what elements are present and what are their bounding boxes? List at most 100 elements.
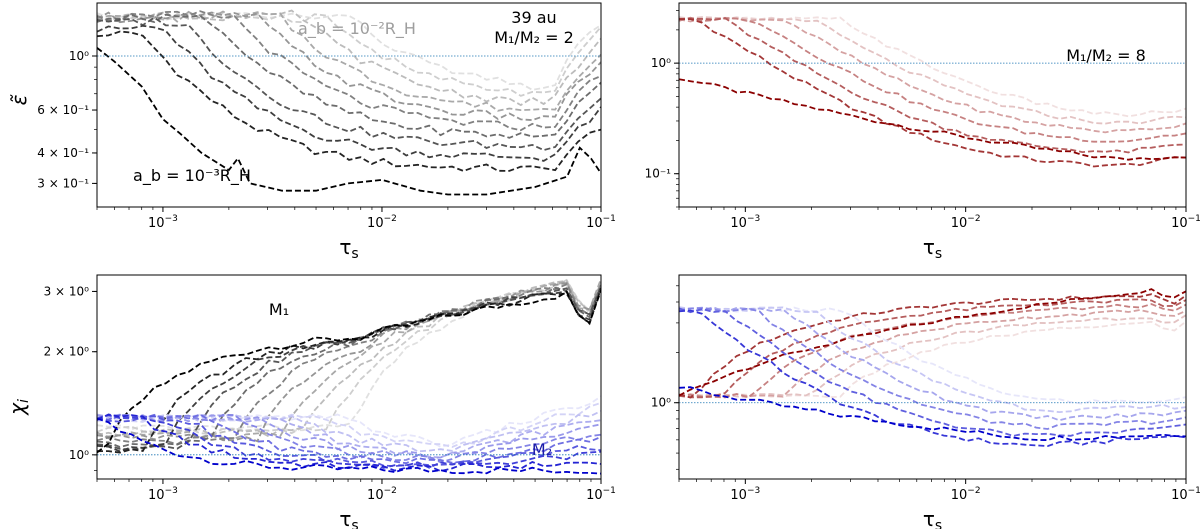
x-tick-label: 10−1: [586, 486, 616, 503]
x-tick-label: 10−2: [367, 214, 397, 231]
x-tick-label: 10−2: [951, 486, 981, 503]
series-line-g2-7: [97, 413, 601, 460]
x-tick-exponent: −3: [747, 486, 760, 496]
series-line-g2-1: [97, 417, 601, 475]
x-tick-exponent: −2: [967, 486, 980, 496]
x-tick-label: 10−1: [1171, 214, 1200, 231]
x-axis-symbol: τ: [339, 235, 351, 259]
series-line-g1-7: [679, 16, 1186, 118]
series-line-g2-5: [679, 306, 1186, 422]
x-tick-label: 10−3: [730, 214, 760, 231]
series-line-g1-8: [97, 10, 601, 112]
x-tick-base: 10: [367, 488, 384, 503]
series-line-g1-3: [679, 17, 1186, 154]
x-tick-label: 10−3: [148, 486, 178, 503]
x-tick-label: 10−3: [730, 486, 760, 503]
y-tick-label: 10⁰: [651, 56, 671, 70]
series-line-g1-7: [97, 282, 601, 443]
x-tick-label: 10−2: [367, 486, 397, 503]
x-axis-symbol: τ: [339, 507, 351, 529]
series-line-g2-2: [679, 309, 1186, 448]
series-line-g1-2: [97, 287, 601, 454]
x-tick-exponent: −1: [603, 486, 616, 496]
series-line-g1-9: [97, 9, 601, 107]
series-line-g2-5: [97, 413, 601, 465]
x-tick-exponent: −3: [165, 486, 178, 496]
y-tick-label: 3 × 10⁻¹: [37, 176, 89, 190]
x-tick-base: 10: [148, 488, 165, 503]
x-tick-base: 10: [586, 216, 603, 231]
x-tick-base: 10: [951, 216, 968, 231]
series-line-g1-1: [97, 47, 601, 196]
y-axis-subscript: i: [16, 399, 32, 403]
series-line-g2-6: [679, 306, 1186, 414]
series-line-g1-1: [97, 289, 601, 454]
annotation: M₁/M₂ = 2: [494, 28, 574, 47]
series-layer: [97, 9, 601, 196]
series-line-g2-4: [97, 415, 601, 468]
y-tick-label: 4 × 10⁻¹: [37, 146, 89, 160]
series-line-g1-1: [679, 78, 1186, 161]
x-axis-label: τs: [339, 235, 358, 262]
y-tick-label: 10⁻¹: [645, 167, 672, 181]
x-tick-exponent: −1: [603, 214, 616, 224]
series-line-g1-5: [97, 13, 601, 139]
x-tick-label: 10−3: [148, 214, 178, 231]
x-tick-base: 10: [1171, 216, 1188, 231]
series-line-g2-4: [679, 307, 1186, 430]
y-tick-label: 10⁰: [69, 448, 89, 462]
annotation: M₁/M₂ = 8: [1066, 46, 1146, 65]
annotation: M₁: [269, 300, 289, 319]
y-axis-label: ε̃: [7, 94, 31, 106]
series-line-g1-4: [679, 16, 1186, 143]
x-tick-base: 10: [951, 488, 968, 503]
series-line-g1-2: [97, 30, 601, 172]
x-axis-symbol: τ: [923, 235, 935, 259]
x-tick-label: 10−1: [1171, 486, 1200, 503]
x-axis-symbol: τ: [923, 507, 935, 529]
annotation: M₂: [532, 440, 552, 459]
x-axis-subscript: s: [351, 518, 358, 529]
series-layer: [679, 288, 1186, 448]
x-tick-base: 10: [148, 216, 165, 231]
x-axis-label: τs: [339, 507, 358, 529]
series-line-g2-3: [97, 414, 601, 469]
plot-frame: [96, 274, 602, 480]
y-tick-label: 6 × 10⁻¹: [37, 103, 89, 117]
series-line-g1-4: [97, 16, 601, 152]
series-line-g1-3: [97, 24, 601, 162]
x-tick-exponent: −1: [1188, 214, 1200, 224]
series-line-g1-6: [679, 314, 1186, 398]
x-axis-subscript: s: [351, 246, 358, 262]
x-tick-exponent: −1: [1188, 486, 1200, 496]
x-tick-exponent: −2: [384, 214, 397, 224]
x-axis-subscript: s: [935, 518, 942, 529]
annotation: 39 au: [511, 8, 556, 27]
series-line-g1-6: [97, 10, 601, 132]
series-line-g1-8: [97, 278, 601, 440]
series-line-g1-10: [97, 278, 601, 435]
x-tick-base: 10: [730, 216, 747, 231]
y-axis-symbol: χ: [5, 402, 29, 416]
x-tick-exponent: −3: [165, 214, 178, 224]
series-line-g1-1: [679, 288, 1186, 397]
series-line-g1-5: [679, 17, 1186, 134]
y-tick-label: 2 × 10⁰: [44, 345, 90, 359]
series-line-g1-9: [97, 279, 601, 438]
x-tick-base: 10: [367, 216, 384, 231]
x-tick-exponent: −2: [384, 486, 397, 496]
series-line-g1-6: [679, 16, 1186, 125]
series-layer: [679, 16, 1186, 168]
series-line-g1-2: [679, 18, 1186, 168]
x-tick-base: 10: [586, 488, 603, 503]
annotation: a_b = 10⁻²R_H: [298, 19, 416, 39]
series-line-g1-4: [97, 285, 601, 451]
x-tick-base: 10: [1171, 488, 1188, 503]
annotation: a_b = 10⁻³R_H: [133, 166, 251, 186]
y-axis-label: χi: [5, 399, 32, 416]
